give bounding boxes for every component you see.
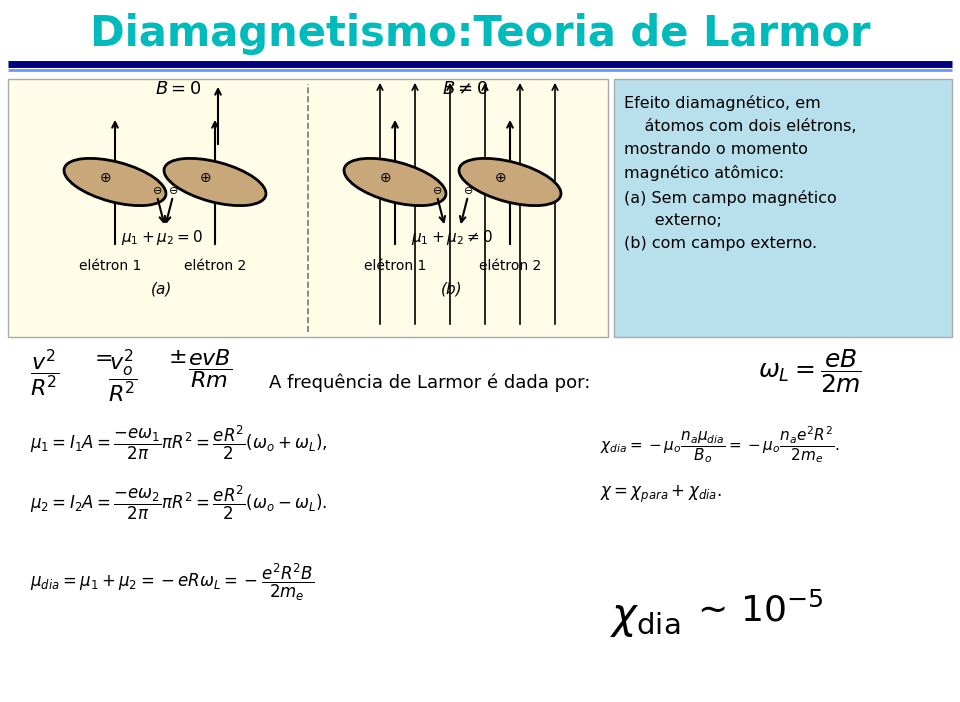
Text: $\mu_1+\mu_2=0$: $\mu_1+\mu_2=0$ [121, 228, 204, 247]
Ellipse shape [459, 159, 561, 206]
Text: (b): (b) [442, 282, 463, 297]
Text: $\pm$: $\pm$ [168, 347, 186, 367]
Text: $\omega_L = \dfrac{eB}{2m}$: $\omega_L = \dfrac{eB}{2m}$ [758, 347, 862, 395]
Text: $\dfrac{v_o^2}{R^2}$: $\dfrac{v_o^2}{R^2}$ [108, 347, 137, 405]
Text: $\mu_{dia} = \mu_1 + \mu_2 = -eR\omega_L = -\dfrac{e^2R^2B}{2m_e}$: $\mu_{dia} = \mu_1 + \mu_2 = -eR\omega_L… [30, 562, 314, 603]
FancyBboxPatch shape [614, 79, 952, 337]
Text: $\oplus$: $\oplus$ [199, 171, 211, 185]
Text: $\oplus$: $\oplus$ [99, 171, 111, 185]
Ellipse shape [344, 159, 446, 206]
Text: $\chi_{\rm dia}$: $\chi_{\rm dia}$ [610, 597, 681, 639]
Text: $B=0$: $B=0$ [155, 80, 202, 98]
Text: elétron 1: elétron 1 [364, 259, 426, 273]
Text: $\chi_{dia} = -\mu_o\dfrac{n_a\mu_{dia}}{B_o} = -\mu_o\dfrac{n_ae^2R^2}{2m_e}.$: $\chi_{dia} = -\mu_o\dfrac{n_a\mu_{dia}}… [600, 424, 840, 465]
Text: $\mu_1+\mu_2\neq 0$: $\mu_1+\mu_2\neq 0$ [411, 228, 493, 247]
Text: $\dfrac{evB}{Rm}$: $\dfrac{evB}{Rm}$ [188, 347, 232, 390]
Text: $\ominus$: $\ominus$ [152, 185, 162, 195]
Text: $=$: $=$ [90, 347, 112, 367]
Text: $\ominus$: $\ominus$ [168, 185, 179, 195]
Text: Efeito diamagnético, em
    átomos com dois elétrons,
mostrando o momento
magnét: Efeito diamagnético, em átomos com dois … [624, 95, 856, 251]
Text: $\ominus$: $\ominus$ [432, 185, 443, 195]
Ellipse shape [64, 159, 166, 206]
Text: $B\neq 0$: $B\neq 0$ [442, 80, 489, 98]
Text: elétron 1: elétron 1 [79, 259, 141, 273]
Text: elétron 2: elétron 2 [479, 259, 541, 273]
Text: A frequência de Larmor é dada por:: A frequência de Larmor é dada por: [270, 374, 590, 392]
Text: $\mu_1 = I_1 A = \dfrac{-e\omega_1}{2\pi}\pi R^2 = \dfrac{eR^2}{2}(\omega_o + \o: $\mu_1 = I_1 A = \dfrac{-e\omega_1}{2\pi… [30, 424, 327, 463]
Text: $\ominus$: $\ominus$ [463, 185, 473, 195]
Text: $\oplus$: $\oplus$ [379, 171, 391, 185]
Text: Diamagnetismo:Teoria de Larmor: Diamagnetismo:Teoria de Larmor [89, 13, 871, 55]
Text: $\mu_2 = I_2 A = \dfrac{-e\omega_2}{2\pi}\pi R^2 = \dfrac{eR^2}{2}(\omega_o - \o: $\mu_2 = I_2 A = \dfrac{-e\omega_2}{2\pi… [30, 484, 327, 522]
Text: $\sim\,10^{-5}$: $\sim\,10^{-5}$ [690, 592, 824, 628]
Text: (a): (a) [152, 282, 173, 297]
Text: elétron 2: elétron 2 [184, 259, 246, 273]
Ellipse shape [164, 159, 266, 206]
Text: $\oplus$: $\oplus$ [493, 171, 506, 185]
Text: $\chi = \chi_{para} + \chi_{dia}.$: $\chi = \chi_{para} + \chi_{dia}.$ [600, 484, 722, 505]
Text: $\dfrac{v^2}{R^2}$: $\dfrac{v^2}{R^2}$ [30, 347, 60, 399]
FancyBboxPatch shape [8, 79, 608, 337]
